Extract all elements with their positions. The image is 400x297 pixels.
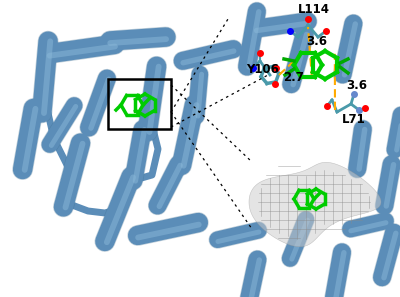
Text: L114: L114 (298, 3, 330, 16)
Text: Y106: Y106 (246, 63, 279, 76)
Text: 3.6: 3.6 (346, 79, 367, 92)
Polygon shape (249, 162, 381, 247)
Text: 3.6: 3.6 (306, 35, 327, 48)
Text: L71: L71 (342, 113, 366, 126)
Bar (108, 79, 171, 129)
Text: 2.7: 2.7 (283, 71, 304, 84)
